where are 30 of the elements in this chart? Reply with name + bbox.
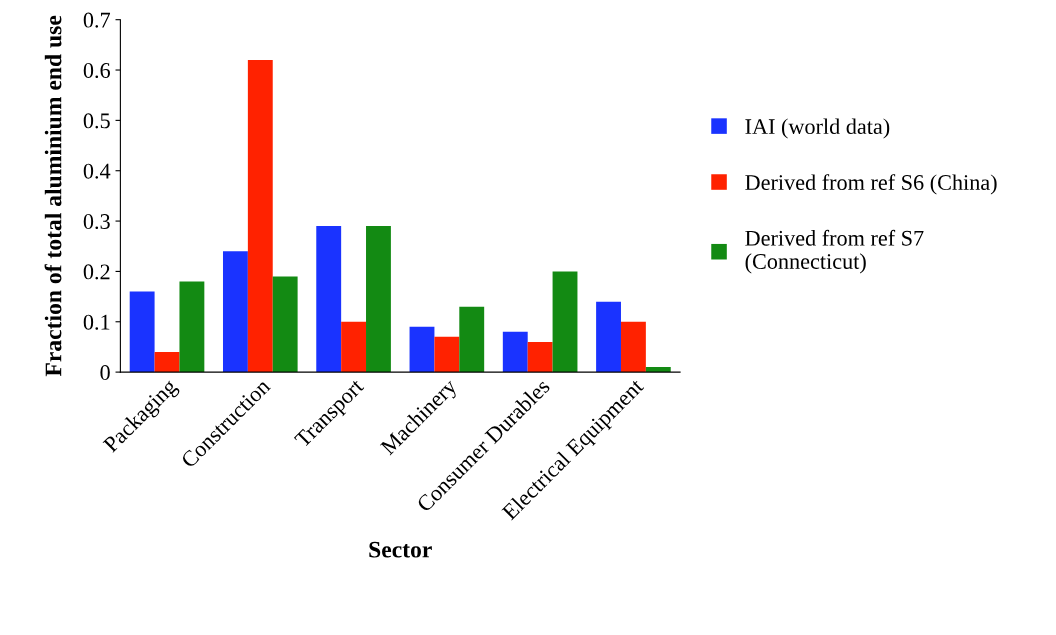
- bar: [596, 301, 621, 373]
- bar: [154, 351, 180, 373]
- y-tick-label: 0.1: [83, 314, 110, 330]
- bar: [129, 291, 155, 373]
- bar: [527, 341, 553, 373]
- bar: [341, 321, 367, 373]
- bar: [502, 331, 528, 373]
- y-tick-label: 0: [100, 365, 110, 381]
- y-tick-label: 0.7: [83, 12, 111, 28]
- legend-label: Derived from ref S7 (Connecticut): [745, 229, 924, 274]
- legend-label: Derived from ref S6 (China): [745, 174, 997, 195]
- y-tick-label: 0.2: [83, 264, 110, 280]
- y-tick-label: 0.5: [83, 113, 110, 129]
- bar: [316, 226, 342, 373]
- bar: [179, 281, 205, 373]
- bar: [366, 226, 391, 373]
- bar: [222, 251, 248, 373]
- bar: [459, 306, 485, 373]
- y-tick-label: 0.4: [83, 163, 111, 179]
- bar: [272, 276, 298, 373]
- y-axis-title: Fraction of total aluminium end use: [44, 15, 62, 377]
- y-tick-label: 0.3: [83, 214, 110, 230]
- bar: [434, 336, 460, 373]
- legend-label: IAI (world data): [745, 118, 890, 139]
- bar: [552, 271, 578, 373]
- bar: [620, 321, 646, 373]
- x-axis-title: Sector: [369, 541, 432, 558]
- y-tick-label: 0.6: [83, 62, 110, 79]
- bar: [409, 326, 435, 373]
- bar: [247, 59, 273, 373]
